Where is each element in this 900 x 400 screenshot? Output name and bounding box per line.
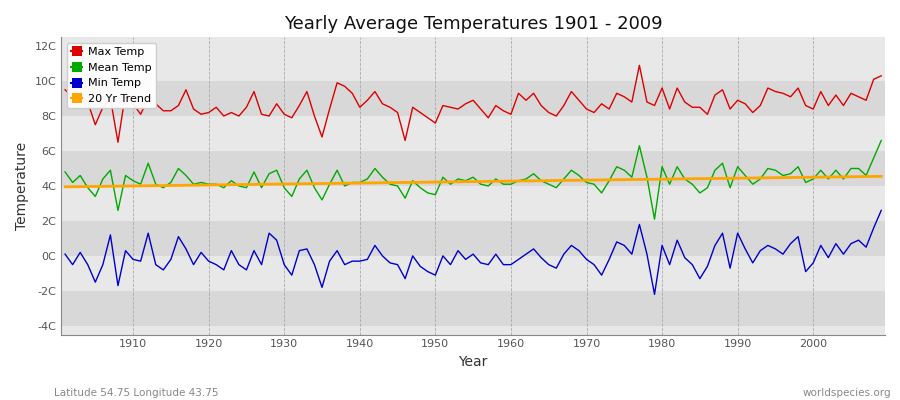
Text: worldspecies.org: worldspecies.org xyxy=(803,388,891,398)
Bar xyxy=(61,291,885,326)
Bar xyxy=(61,116,885,151)
Bar xyxy=(61,186,885,221)
Bar xyxy=(61,81,885,116)
Bar xyxy=(61,256,885,291)
Title: Yearly Average Temperatures 1901 - 2009: Yearly Average Temperatures 1901 - 2009 xyxy=(284,15,662,33)
Text: Latitude 54.75 Longitude 43.75: Latitude 54.75 Longitude 43.75 xyxy=(54,388,219,398)
Bar xyxy=(61,151,885,186)
Legend: Max Temp, Mean Temp, Min Temp, 20 Yr Trend: Max Temp, Mean Temp, Min Temp, 20 Yr Tre… xyxy=(67,43,156,108)
Bar xyxy=(61,46,885,81)
Bar xyxy=(61,221,885,256)
X-axis label: Year: Year xyxy=(458,355,488,369)
Y-axis label: Temperature: Temperature xyxy=(15,142,29,230)
